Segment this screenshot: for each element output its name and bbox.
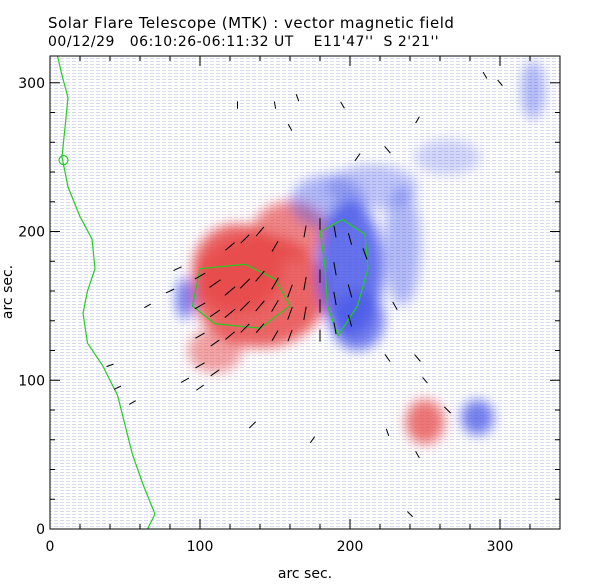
x-tick-label-200: 200 (337, 539, 364, 555)
subtitle-position: E11'47'' S 2'21'' (313, 34, 440, 50)
polarity-regions (176, 60, 545, 445)
negative-polarity-region-8 (176, 277, 194, 320)
field-vector-17 (303, 306, 307, 321)
field-vector-23 (225, 331, 235, 340)
field-vector-6 (287, 284, 293, 298)
field-vector-26 (271, 330, 279, 342)
field-vector-25 (255, 323, 265, 334)
field-vector-62 (287, 123, 293, 131)
contour-lines (56, 56, 369, 529)
plot-frame (49, 55, 561, 530)
field-vector-48 (384, 354, 391, 362)
field-vector-16 (287, 306, 293, 320)
field-vector-45 (165, 288, 175, 294)
y-tick-label-300: 300 (18, 76, 45, 92)
field-vector-0 (194, 272, 206, 280)
x-tick-label-300: 300 (487, 539, 514, 555)
field-vector-65 (497, 79, 503, 86)
negative-polarity-region-9 (461, 399, 494, 436)
negative-polarity-region-13 (327, 164, 418, 210)
field-vector-47 (392, 301, 398, 311)
positive-polarity-region-4 (405, 399, 445, 445)
x-axis-label: arc sec. (278, 566, 332, 582)
field-vector-29 (333, 322, 337, 335)
negative-polarity-region-10 (384, 186, 421, 306)
x-tick-label-100: 100 (187, 539, 214, 555)
field-vector-61 (354, 153, 361, 162)
field-vector-68 (309, 436, 316, 444)
field-vector-10 (194, 302, 206, 310)
field-vector-32 (210, 369, 220, 377)
field-vector-53 (406, 511, 414, 518)
field-vector-51 (443, 406, 452, 414)
field-vector-27 (287, 329, 293, 342)
negative-polarity-region-6 (330, 291, 385, 351)
field-vector-46 (144, 303, 151, 309)
field-vector-11 (209, 309, 221, 318)
y-tick-label-100: 100 (18, 373, 45, 389)
field-vector-9 (333, 262, 337, 276)
field-vector-50 (422, 377, 428, 384)
field-vector-37 (255, 226, 265, 237)
field-vector-63 (415, 116, 420, 124)
field-vector-20 (347, 284, 353, 298)
field-vector-36 (240, 234, 250, 244)
field-vector-24 (240, 323, 250, 333)
field-vector-34 (196, 384, 204, 391)
positive-polarity-region-3 (188, 328, 242, 373)
neutral-contour-0 (191, 263, 291, 329)
field-vector-67 (385, 428, 390, 436)
field-vector-7 (303, 276, 307, 291)
field-vector-21 (195, 332, 205, 339)
small-contour (58, 155, 69, 166)
field-vector-38 (271, 240, 279, 252)
field-vector-12 (224, 308, 236, 319)
field-vector-52 (415, 451, 420, 459)
field-vector-22 (210, 339, 220, 347)
field-vector-4 (255, 270, 265, 282)
field-vector-64 (384, 145, 391, 154)
neutral-contour-1 (319, 218, 369, 337)
field-vector-49 (414, 354, 421, 362)
field-vector-13 (239, 300, 251, 311)
field-vector-3 (239, 278, 251, 289)
field-vector-69 (248, 421, 257, 429)
field-vector-42 (347, 233, 353, 245)
negative-polarity-region-12 (414, 139, 481, 175)
field-vector-1 (209, 279, 221, 288)
field-vector-58 (273, 101, 277, 109)
field-vector-33 (180, 377, 190, 383)
field-vector-14 (255, 300, 265, 312)
subtitle-time: 06:10:26-06:11:32 UT (129, 34, 294, 50)
field-vector-56 (129, 400, 136, 405)
field-vector-41 (333, 225, 337, 238)
field-vector-5 (271, 277, 279, 290)
field-vector-44 (173, 266, 182, 272)
field-vector-60 (340, 101, 345, 109)
negative-polarity-region-11 (521, 60, 545, 120)
field-vector-30 (347, 314, 353, 327)
subtitle-date: 00/12/29 (48, 34, 115, 50)
field-vector-2 (224, 286, 236, 296)
field-vector-19 (333, 291, 337, 306)
x-tick-label-0: 0 (46, 539, 55, 555)
field-vector-15 (271, 299, 279, 312)
field-vector-43 (362, 248, 368, 260)
y-axis-label: arc sec. (0, 265, 16, 319)
field-vector-39 (303, 225, 307, 238)
y-tick-label-0: 0 (36, 522, 45, 538)
field-vector-55 (113, 385, 122, 390)
chart-title: Solar Flare Telescope (MTK) : vector mag… (48, 14, 455, 32)
field-vector-54 (106, 363, 114, 368)
field-vector-66 (482, 71, 488, 79)
limb-contour (56, 56, 156, 529)
field-vector-31 (195, 362, 205, 369)
y-tick-label-200: 200 (18, 225, 45, 241)
chart-subtitle: 00/12/29 06:10:26-06:11:32 UT E11'47'' S… (48, 34, 439, 50)
axes: 0 100 200 300 0 100 200 300 (18, 56, 561, 555)
field-vector-35 (225, 242, 235, 251)
field-vector-59 (295, 93, 300, 102)
transverse-field-vectors (106, 71, 503, 518)
